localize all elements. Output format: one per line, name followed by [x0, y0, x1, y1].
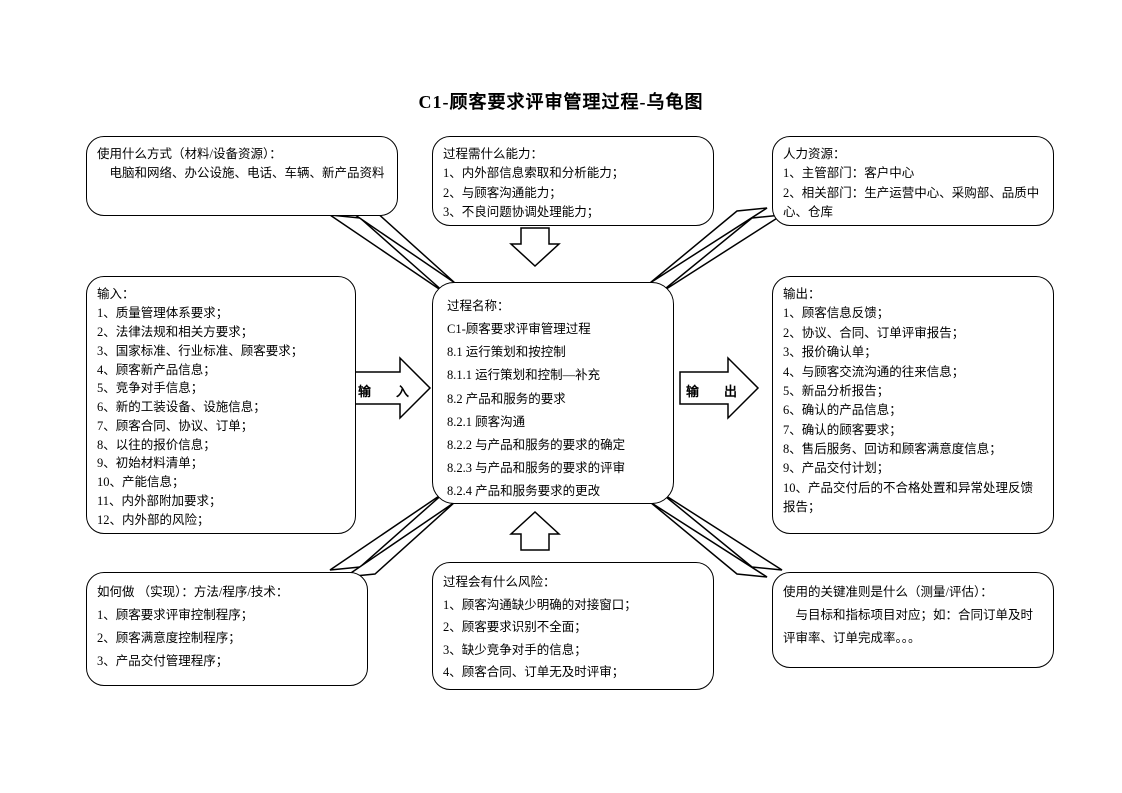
proc-item: 8.2.1 顾客沟通 [447, 411, 659, 434]
box-risk-header: 过程会有什么风险： [443, 571, 703, 594]
out-item: 1、顾客信息反馈； [783, 304, 1043, 323]
process-list: 8.1 运行策划和按控制 8.1.1 运行策划和控制—补充 8.2 产品和服务的… [447, 341, 659, 503]
box-input: 输入： 1、质量管理体系要求； 2、法律法规和相关方要求； 3、国家标准、行业标… [86, 276, 356, 534]
box-hr-header: 人力资源： [783, 145, 1043, 164]
risk-item: 2、顾客要求识别不全面； [443, 616, 703, 639]
box-input-header: 输入： [97, 285, 345, 304]
method-item: 1、顾客要求评审控制程序； [97, 604, 357, 627]
proc-item: 8.1 运行策划和按控制 [447, 341, 659, 364]
input-arrow-label: 输 入 [358, 381, 415, 400]
risk-item: 1、顾客沟通缺少明确的对接窗口； [443, 594, 703, 617]
method-item: 2、顾客满意度控制程序； [97, 627, 357, 650]
out-item: 9、产品交付计划； [783, 459, 1043, 478]
box-resources-body: 电脑和网络、办公设施、电话、车辆、新产品资料 [97, 164, 387, 183]
in-item: 1、质量管理体系要求； [97, 304, 345, 323]
in-item: 2、法律法规和相关方要求； [97, 323, 345, 342]
box-hr: 人力资源： 1、主管部门：客户中心 2、相关部门：生产运营中心、采购部、品质中心… [772, 136, 1054, 226]
box-process: 过程名称： C1-顾客要求评审管理过程 8.1 运行策划和按控制 8.1.1 运… [432, 282, 674, 504]
in-item: 4、顾客新产品信息； [97, 361, 345, 380]
box-risk-list: 1、顾客沟通缺少明确的对接窗口； 2、顾客要求识别不全面； 3、缺少竞争对手的信… [443, 594, 703, 684]
out-item: 2、协议、合同、订单评审报告； [783, 324, 1043, 343]
cap-item: 1、内外部信息索取和分析能力； [443, 164, 703, 183]
diagram-title: C1-顾客要求评审管理过程-乌龟图 [0, 88, 1122, 114]
box-output: 输出： 1、顾客信息反馈； 2、协议、合同、订单评审报告； 3、报价确认单； 4… [772, 276, 1054, 534]
method-item: 3、产品交付管理程序； [97, 650, 357, 673]
hr-item: 1、主管部门：客户中心 [783, 164, 1043, 183]
box-output-header: 输出： [783, 285, 1043, 304]
out-item: 8、售后服务、回访和顾客满意度信息； [783, 440, 1043, 459]
box-risk: 过程会有什么风险： 1、顾客沟通缺少明确的对接窗口； 2、顾客要求识别不全面； … [432, 562, 714, 690]
in-item: 6、新的工装设备、设施信息； [97, 398, 345, 417]
cap-item: 3、不良问题协调处理能力； [443, 203, 703, 222]
turtle-diagram-page: C1-顾客要求评审管理过程-乌龟图 [0, 0, 1122, 793]
in-item: 11、内外部附加要求； [97, 492, 345, 511]
in-item: 7、顾客合同、协议、订单； [97, 417, 345, 436]
box-capability: 过程需什么能力： 1、内外部信息索取和分析能力； 2、与顾客沟通能力； 3、不良… [432, 136, 714, 226]
in-item: 5、竞争对手信息； [97, 379, 345, 398]
risk-item: 4、顾客合同、订单无及时评审； [443, 661, 703, 684]
out-item: 10、产品交付后的不合格处置和异常处理反馈报告； [783, 479, 1043, 518]
in-item: 3、国家标准、行业标准、顾客要求； [97, 342, 345, 361]
box-capability-list: 1、内外部信息索取和分析能力； 2、与顾客沟通能力； 3、不良问题协调处理能力； [443, 164, 703, 222]
in-item: 10、产能信息； [97, 473, 345, 492]
proc-item: 8.2.3 与产品和服务的要求的评审 [447, 457, 659, 480]
cap-item: 2、与顾客沟通能力； [443, 184, 703, 203]
box-criteria-body: 与目标和指标项目对应；如：合同订单及时评审率、订单完成率。。。 [783, 604, 1043, 650]
in-item: 12、内外部的风险； [97, 511, 345, 530]
out-item: 6、确认的产品信息； [783, 401, 1043, 420]
box-input-list: 1、质量管理体系要求； 2、法律法规和相关方要求； 3、国家标准、行业标准、顾客… [97, 304, 345, 529]
box-capability-header: 过程需什么能力： [443, 145, 703, 164]
risk-item: 3、缺少竞争对手的信息； [443, 639, 703, 662]
box-method: 如何做 （实现）：方法/程序/技术： 1、顾客要求评审控制程序； 2、顾客满意度… [86, 572, 368, 686]
in-item: 9、初始材料清单； [97, 454, 345, 473]
out-item: 3、报价确认单； [783, 343, 1043, 362]
in-item: 8、以往的报价信息； [97, 436, 345, 455]
box-method-list: 1、顾客要求评审控制程序； 2、顾客满意度控制程序； 3、产品交付管理程序； [97, 604, 357, 673]
hr-item: 2、相关部门：生产运营中心、采购部、品质中心、仓库 [783, 184, 1043, 223]
process-name: C1-顾客要求评审管理过程 [447, 318, 659, 341]
box-criteria: 使用的关键准则是什么（测量/评估）： 与目标和指标项目对应；如：合同订单及时评审… [772, 572, 1054, 668]
proc-item: 8.2.2 与产品和服务的要求的确定 [447, 434, 659, 457]
proc-item: 8.1.1 运行策划和控制—补充 [447, 364, 659, 387]
proc-item: 8.2 产品和服务的要求 [447, 388, 659, 411]
out-item: 4、与顾客交流沟通的往来信息； [783, 363, 1043, 382]
proc-item: 8.2.4 产品和服务要求的更改 [447, 480, 659, 503]
box-method-header: 如何做 （实现）：方法/程序/技术： [97, 581, 357, 604]
process-header: 过程名称： [447, 295, 659, 318]
out-item: 5、新品分析报告； [783, 382, 1043, 401]
box-resources: 使用什么方式（材料/设备资源）： 电脑和网络、办公设施、电话、车辆、新产品资料 [86, 136, 398, 216]
box-criteria-header: 使用的关键准则是什么（测量/评估）： [783, 581, 1043, 604]
box-hr-list: 1、主管部门：客户中心 2、相关部门：生产运营中心、采购部、品质中心、仓库 [783, 164, 1043, 222]
box-output-list: 1、顾客信息反馈； 2、协议、合同、订单评审报告； 3、报价确认单； 4、与顾客… [783, 304, 1043, 517]
output-arrow-label: 输 出 [686, 381, 743, 400]
out-item: 7、确认的顾客要求； [783, 421, 1043, 440]
box-resources-header: 使用什么方式（材料/设备资源）： [97, 145, 387, 164]
